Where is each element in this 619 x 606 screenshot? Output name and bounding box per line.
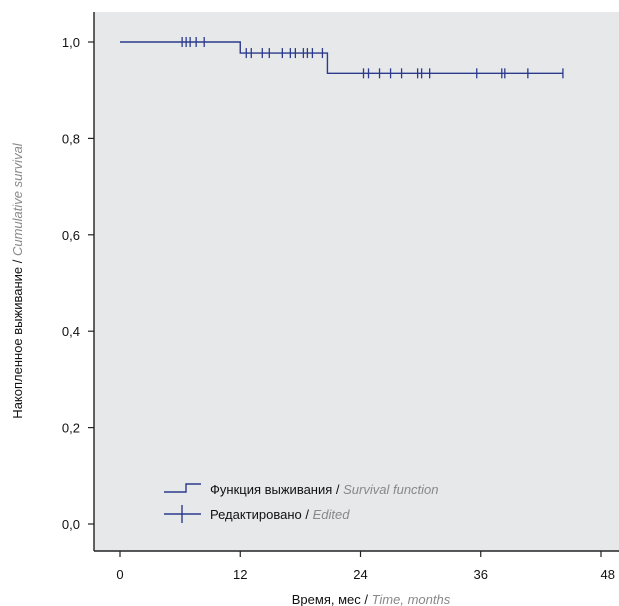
x-tick-label-1: 12	[233, 567, 247, 582]
y-tick-label-1: 0,2	[62, 421, 80, 436]
survival-step-line	[120, 41, 563, 75]
y-axis-label-ru: Накопленное выживание	[10, 267, 25, 419]
y-tick-label-5: 1,0	[62, 35, 80, 50]
legend-edited-en: Edited	[313, 507, 351, 522]
plot-background	[94, 12, 619, 551]
survival-series	[120, 41, 563, 75]
legend-survival-en: Survival function	[343, 482, 438, 497]
legend-label-edited: Редактировано / Edited	[210, 507, 350, 522]
legend-step-marker	[164, 483, 201, 493]
y-axis-label-sep: /	[10, 256, 25, 267]
x-axis-label-sep: /	[361, 592, 372, 606]
x-axis-label: Время, мес / Time, months	[292, 592, 451, 606]
y-tick-label-4: 0,8	[62, 131, 80, 146]
x-tick-label-0: 0	[116, 567, 123, 582]
x-axis-label-ru: Время, мес	[292, 592, 361, 606]
legend-survival-sep: /	[332, 482, 343, 497]
x-axis-label-en: Time, months	[372, 592, 451, 606]
y-axis-ticks: 0,0 0,2 0,4 0,6 0,8 1,0	[62, 35, 94, 532]
censored-series	[181, 37, 564, 79]
legend-survival-ru: Функция выживания	[210, 482, 332, 497]
y-tick-label-3: 0,6	[62, 228, 80, 243]
legend-label-survival: Функция выживания / Survival function	[210, 482, 439, 497]
legend-item-survival: Функция выживания / Survival function	[164, 482, 439, 497]
legend-item-edited: Редактировано / Edited	[164, 505, 350, 523]
x-tick-label-4: 48	[601, 567, 615, 582]
legend-edited-sep: /	[302, 507, 313, 522]
x-tick-label-2: 24	[353, 567, 367, 582]
legend: Функция выживания / Survival function Ре…	[164, 482, 439, 523]
y-tick-label-2: 0,4	[62, 324, 80, 339]
x-axis-ticks: 0 12 24 36 48	[116, 551, 615, 582]
y-axis-label-en: Cumulative survival	[10, 142, 25, 256]
legend-edited-ru: Редактировано	[210, 507, 302, 522]
x-tick-label-3: 36	[474, 567, 488, 582]
y-axis-label: Накопленное выживание / Cumulative survi…	[10, 142, 25, 419]
y-tick-label-0: 0,0	[62, 517, 80, 532]
